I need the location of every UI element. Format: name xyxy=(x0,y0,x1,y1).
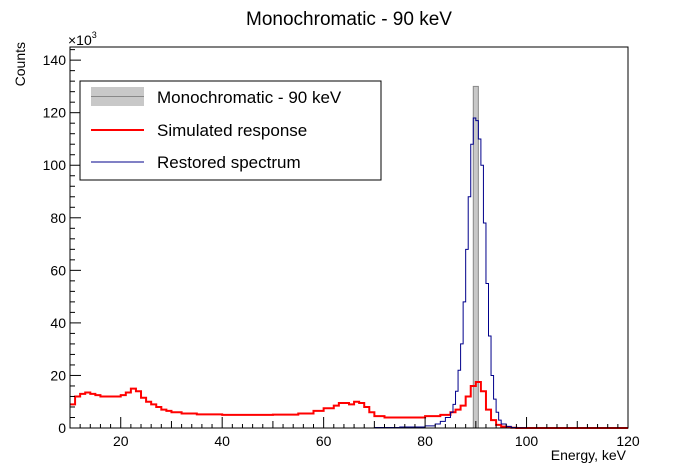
y-tick-label: 0 xyxy=(58,420,66,436)
series-simulated-response xyxy=(70,381,628,429)
y-tick-label: 20 xyxy=(50,367,66,383)
y-tick-label: 40 xyxy=(50,315,66,331)
x-tick-label: 80 xyxy=(417,433,433,449)
x-tick-label: 60 xyxy=(316,433,332,449)
axes: 20 40 60 80 100 120 0 20 40 60 80 100 120 140 xyxy=(43,46,640,449)
y-axis-multiplier: ×103 xyxy=(68,30,97,48)
y-tick-label: 100 xyxy=(43,157,67,173)
series-restored-spectrum xyxy=(70,117,628,429)
series-monochromatic-bar xyxy=(472,85,479,429)
x-tick-label: 100 xyxy=(515,433,539,449)
legend-label-monochromatic: Monochromatic - 90 keV xyxy=(157,88,342,107)
chart-title: Monochromatic - 90 keV xyxy=(246,9,452,30)
x-tick-label: 20 xyxy=(113,433,129,449)
y-tick-label: 80 xyxy=(50,210,66,226)
y-tick-label: 140 xyxy=(43,52,67,68)
legend-label-simulated: Simulated response xyxy=(157,121,307,140)
y-tick-label: 60 xyxy=(50,262,66,278)
legend: Monochromatic - 90 keV Simulated respons… xyxy=(79,80,382,181)
y-axis-title: Counts xyxy=(12,42,28,86)
plot-frame xyxy=(69,46,629,429)
y-multiplier-exponent: 3 xyxy=(92,30,97,40)
x-tick-label: 40 xyxy=(214,433,230,449)
y-multiplier-base: ×10 xyxy=(68,32,92,48)
legend-label-restored: Restored spectrum xyxy=(157,153,301,172)
x-tick-label: 120 xyxy=(616,433,640,449)
x-axis-title: Energy, keV xyxy=(551,447,627,463)
y-tick-label: 120 xyxy=(43,105,67,121)
